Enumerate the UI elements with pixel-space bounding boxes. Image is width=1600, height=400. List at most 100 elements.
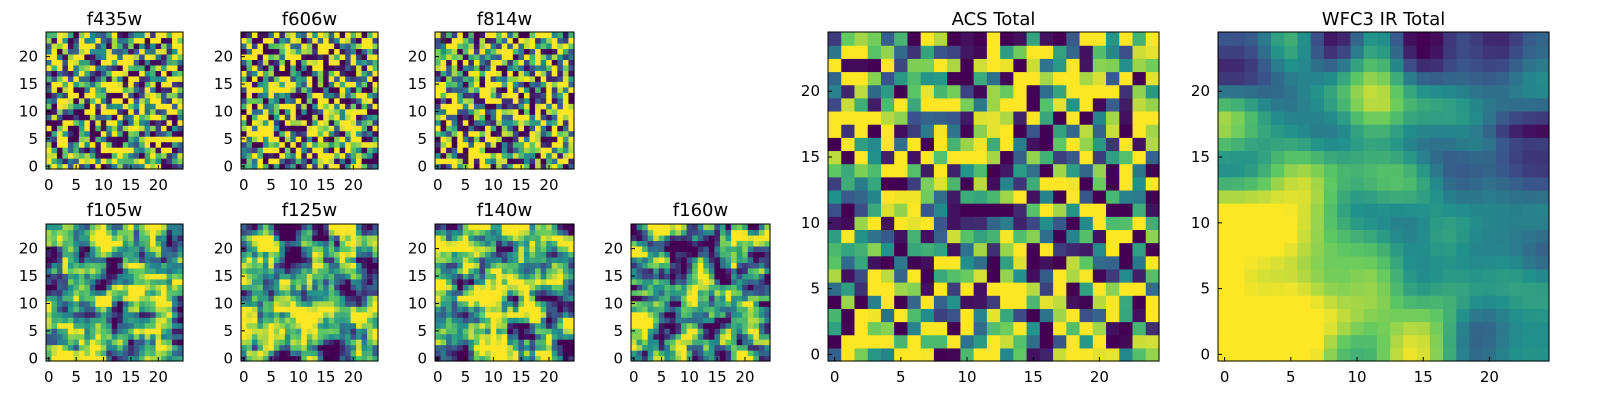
heatmap-cell bbox=[435, 229, 442, 236]
heatmap-cell bbox=[518, 251, 525, 258]
heatmap-cell bbox=[56, 158, 64, 165]
heatmap-cell bbox=[295, 251, 302, 258]
heatmap-cell bbox=[111, 339, 118, 346]
heatmap-cell bbox=[306, 48, 313, 55]
heatmap-cell bbox=[669, 289, 677, 296]
heatmap-cell bbox=[128, 81, 135, 88]
heatmap-cell bbox=[529, 125, 536, 132]
heatmap-cell bbox=[251, 234, 259, 242]
heatmap-cell bbox=[246, 152, 253, 159]
heatmap-cell bbox=[262, 136, 269, 143]
heatmap-cell bbox=[507, 234, 514, 242]
heatmap-cell bbox=[89, 339, 96, 346]
heatmap-cell bbox=[747, 350, 754, 357]
heatmap-cell bbox=[172, 152, 179, 159]
heatmap-cell bbox=[301, 147, 308, 154]
heatmap-cell bbox=[681, 229, 688, 236]
heatmap-cell bbox=[747, 317, 754, 324]
heatmap-cell bbox=[518, 256, 525, 263]
heatmap-cell bbox=[736, 240, 743, 247]
heatmap-cell bbox=[241, 70, 248, 77]
heatmap-cell bbox=[117, 256, 124, 263]
heatmap-cell bbox=[273, 59, 280, 66]
heatmap-cell bbox=[166, 295, 173, 302]
heatmap-cell bbox=[490, 152, 497, 159]
heatmap-cell bbox=[1145, 150, 1160, 165]
heatmap-cell bbox=[345, 163, 352, 170]
heatmap-cell bbox=[317, 32, 324, 39]
heatmap-cell bbox=[350, 256, 357, 263]
heatmap-cell bbox=[485, 311, 492, 318]
heatmap-cell bbox=[714, 289, 721, 296]
heatmap-cell bbox=[84, 328, 91, 335]
heatmap-cell bbox=[56, 32, 64, 39]
heatmap-cell bbox=[562, 114, 570, 121]
heatmap-cell bbox=[725, 267, 732, 274]
heatmap-cell bbox=[339, 37, 346, 44]
heatmap-cell bbox=[73, 37, 80, 44]
heatmap-cell bbox=[367, 317, 374, 324]
heatmap-cell bbox=[512, 339, 519, 346]
heatmap-cell bbox=[262, 284, 269, 291]
heatmap-cell bbox=[557, 333, 564, 340]
heatmap-cell bbox=[306, 108, 313, 115]
heatmap-cell bbox=[95, 152, 102, 159]
heatmap-cell bbox=[56, 328, 64, 335]
heatmap-cell bbox=[457, 339, 464, 346]
heatmap-cell bbox=[1132, 268, 1147, 283]
heatmap-cell bbox=[241, 306, 248, 313]
heatmap-cell bbox=[150, 273, 157, 280]
y-tick-label: 10 bbox=[19, 294, 38, 312]
heatmap-cell bbox=[1132, 189, 1147, 204]
heatmap-cell bbox=[122, 355, 129, 362]
heatmap-cell bbox=[742, 300, 749, 307]
heatmap-cell bbox=[257, 311, 264, 318]
heatmap-cell bbox=[986, 229, 1001, 244]
heatmap-cell bbox=[446, 234, 453, 242]
heatmap-cell bbox=[356, 86, 363, 93]
heatmap-cell bbox=[100, 64, 107, 71]
heatmap-cell bbox=[523, 59, 531, 66]
x-tick-label: 15 bbox=[316, 176, 335, 194]
heatmap-cell bbox=[714, 306, 721, 313]
heatmap-cell bbox=[128, 92, 135, 99]
heatmap-cell bbox=[518, 350, 525, 357]
heatmap-cell bbox=[301, 278, 308, 285]
heatmap-cell bbox=[161, 125, 168, 132]
heatmap-cell bbox=[161, 262, 168, 269]
heatmap-cell bbox=[681, 267, 688, 274]
heatmap-cell bbox=[279, 48, 286, 55]
heatmap-cell bbox=[485, 273, 492, 280]
heatmap-cell bbox=[507, 119, 514, 126]
heatmap-cell bbox=[462, 262, 469, 269]
heatmap-cell bbox=[367, 114, 374, 121]
heatmap-cell bbox=[742, 306, 749, 313]
heatmap-cell bbox=[867, 282, 882, 296]
heatmap-cell bbox=[703, 300, 710, 307]
heatmap-cell bbox=[100, 32, 107, 39]
heatmap-cell bbox=[56, 289, 64, 296]
heatmap-cell bbox=[960, 334, 975, 349]
heatmap-cell bbox=[523, 37, 531, 44]
heatmap-cell bbox=[1039, 229, 1054, 244]
heatmap-cell bbox=[440, 163, 447, 170]
heatmap-cell bbox=[435, 267, 442, 274]
y-tick-label: 15 bbox=[408, 75, 427, 93]
heatmap-cell bbox=[485, 42, 492, 50]
heatmap-cell bbox=[323, 339, 330, 346]
heatmap-cell bbox=[312, 130, 319, 137]
heatmap-cell bbox=[828, 255, 842, 270]
heatmap-cell bbox=[496, 355, 503, 362]
heatmap-cell bbox=[133, 32, 140, 39]
heatmap-cell bbox=[334, 97, 341, 104]
heatmap-cell bbox=[290, 141, 297, 148]
heatmap-cell bbox=[241, 97, 248, 104]
heatmap-cell bbox=[468, 273, 475, 280]
heatmap-cell bbox=[894, 189, 909, 204]
heatmap-cell bbox=[681, 355, 688, 362]
heatmap-cell bbox=[284, 103, 291, 110]
heatmap-cell bbox=[367, 229, 374, 236]
heatmap-cell bbox=[692, 355, 699, 362]
heatmap-cell bbox=[350, 42, 357, 50]
heatmap-cell bbox=[106, 97, 113, 104]
